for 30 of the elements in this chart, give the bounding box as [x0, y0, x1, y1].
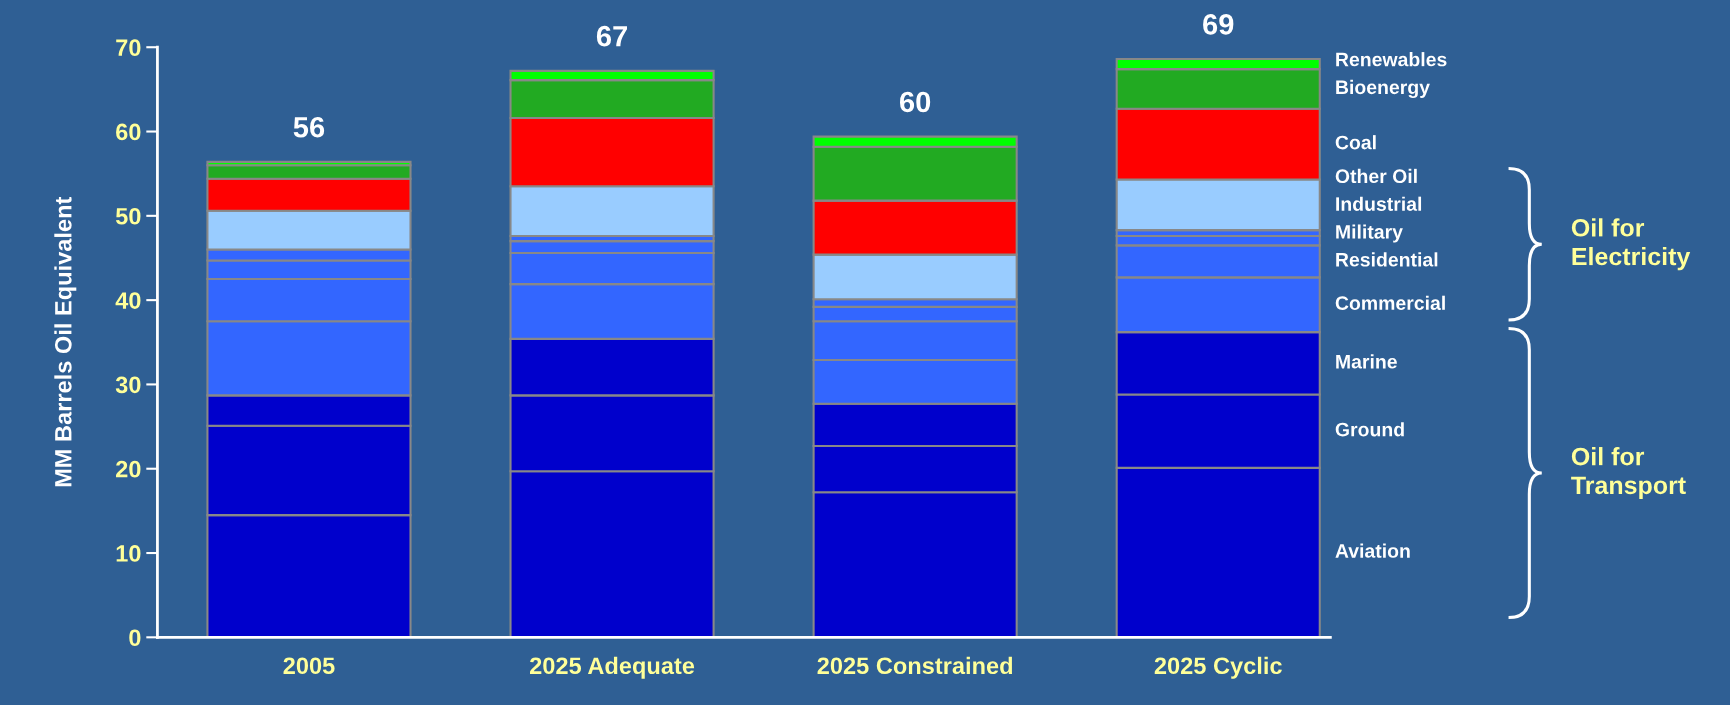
- total-label: 69: [1203, 14, 1234, 35]
- series-label: Military: [1336, 224, 1403, 243]
- series-label: Ground: [1335, 422, 1404, 437]
- total-label: 56: [293, 116, 325, 138]
- series-label: Commercial: [1335, 295, 1445, 310]
- series-label: Bioenergy: [1336, 79, 1430, 99]
- series-label: Coal: [1335, 135, 1376, 150]
- series-label: Industrial: [1336, 196, 1422, 211]
- y-tick-label: 30: [115, 376, 141, 394]
- series-label: Aviation: [1335, 543, 1410, 558]
- series-label: Marine: [1336, 354, 1397, 369]
- text: Oil for Electricity: [1571, 218, 1691, 271]
- y-tick-label: 50: [115, 207, 141, 225]
- total-label: 67: [596, 25, 627, 47]
- series-label: Other Oil: [1335, 168, 1417, 184]
- y-axis-title: MM Barrels Oil Equivalent: [54, 196, 77, 487]
- series-label: Residential: [1336, 252, 1438, 267]
- series-label: Renewables: [1336, 52, 1447, 67]
- y-tick-label: 20: [116, 460, 141, 478]
- y-tick-label: 10: [116, 545, 141, 562]
- y-tick-label: 0: [129, 629, 141, 647]
- x-tick-label: 2025 Constrained: [817, 656, 1013, 675]
- x-tick-label: 2025 Cyclic: [1154, 656, 1282, 679]
- x-tick-label: 2025 Adequate: [530, 656, 695, 679]
- x-tick-label: 2005: [283, 657, 335, 675]
- y-tick-label: 40: [115, 292, 141, 309]
- total-label: 60: [899, 91, 931, 113]
- y-tick-label: 60: [116, 123, 141, 141]
- text: Oil for Transport: [1571, 447, 1686, 500]
- y-tick-label: 70: [116, 39, 141, 57]
